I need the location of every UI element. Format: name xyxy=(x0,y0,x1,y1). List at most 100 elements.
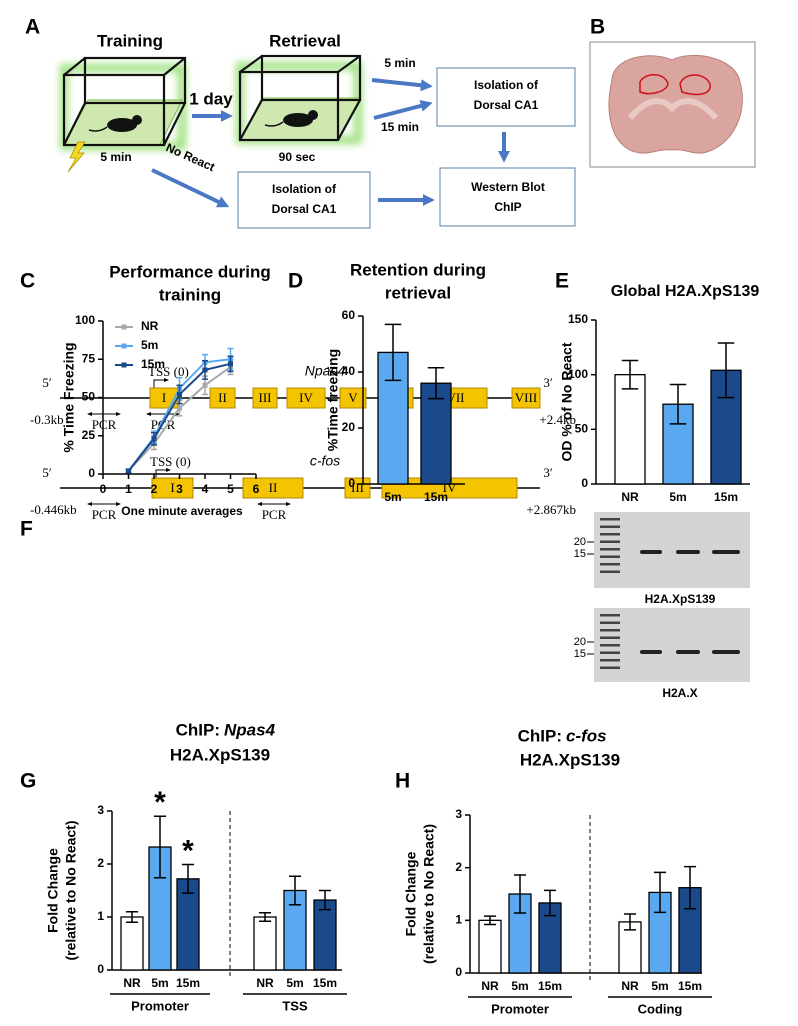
band xyxy=(640,650,662,654)
exon xyxy=(151,477,194,499)
label: Western Blot xyxy=(471,180,545,194)
start-coordinate: -0.3kb xyxy=(30,412,64,427)
band xyxy=(712,550,740,554)
band xyxy=(712,650,740,654)
y-tick-label: 60 xyxy=(342,308,356,322)
y-tick-label: 50 xyxy=(82,390,96,404)
x-tick-label: 2 xyxy=(151,482,158,496)
error-bar xyxy=(621,359,639,390)
ladder-band xyxy=(600,548,620,551)
panel-letter: F xyxy=(20,518,33,541)
label: 90 sec xyxy=(279,150,316,164)
chart-subtitle: H2A.XpS139 xyxy=(170,745,270,764)
label: ChIP xyxy=(494,200,521,214)
y-tick-label: 2 xyxy=(455,860,462,874)
panel-letter: B xyxy=(590,16,605,39)
significance: * xyxy=(182,834,194,867)
label: 15 min xyxy=(381,120,419,134)
cage xyxy=(60,56,187,150)
exon xyxy=(252,387,278,409)
bar xyxy=(420,382,452,485)
schematic: Training Retrieval 1 day 5 min 90 sec No… xyxy=(60,31,576,229)
y-axis-label: (relative to No React) xyxy=(63,820,79,960)
exon-label: III xyxy=(259,390,272,405)
exon xyxy=(286,387,326,409)
three-prime: 3′ xyxy=(543,375,553,390)
gene-name: c-fos xyxy=(310,453,340,469)
exon-label: VIII xyxy=(515,390,537,405)
panel-letter: H xyxy=(395,770,410,793)
label: 5 min xyxy=(100,150,131,164)
y-tick-label: 0 xyxy=(97,962,104,976)
arrow xyxy=(371,78,433,92)
significance: * xyxy=(154,786,166,819)
ladder-band xyxy=(600,614,620,617)
x-tick-label: 15m xyxy=(678,979,702,993)
ladder-band xyxy=(600,651,620,654)
error-bar xyxy=(181,863,195,894)
x-tick-label: 1 xyxy=(125,482,132,496)
error-bar xyxy=(653,871,667,914)
five-prime: 5′ xyxy=(42,375,52,390)
legend-marker xyxy=(121,362,127,368)
group-label: Promoter xyxy=(131,998,189,1013)
bar xyxy=(120,916,144,971)
x-tick-label: 5m xyxy=(669,490,686,504)
chart-title: Performance during xyxy=(109,262,271,281)
error-bar xyxy=(258,912,272,922)
x-tick-label: 5m xyxy=(511,979,528,993)
y-tick-label: 20 xyxy=(342,420,356,434)
x-tick-label: 5m xyxy=(384,490,401,504)
label: No React xyxy=(164,140,217,174)
x-tick-label: 15m xyxy=(538,979,562,993)
box xyxy=(439,167,576,227)
tss-arrow xyxy=(155,468,171,478)
ladder-band xyxy=(600,570,620,573)
error-bar xyxy=(153,815,167,879)
legend-label: 15m xyxy=(141,357,165,371)
exon-label: I xyxy=(162,390,166,405)
y-tick-label: 0 xyxy=(581,476,588,490)
y-tick-label: 0 xyxy=(455,965,462,979)
y-axis-label: Fold Change xyxy=(403,851,419,936)
x-tick-label: 15m xyxy=(176,976,200,990)
y-tick-label: 3 xyxy=(97,803,104,817)
label: Training xyxy=(97,31,163,50)
point xyxy=(202,382,208,388)
marker-label: 20 xyxy=(574,636,586,648)
x-tick-label: NR xyxy=(481,979,499,993)
arrow xyxy=(151,168,230,208)
exon-label: II xyxy=(218,390,227,405)
y-axis-label: OD % of No React xyxy=(559,342,575,461)
start-coordinate: -0.446kb xyxy=(30,502,77,517)
label: Isolation of xyxy=(272,182,337,196)
panel-letter: A xyxy=(25,16,40,39)
bar xyxy=(253,916,277,971)
error-bar xyxy=(669,383,687,425)
ladder-band xyxy=(600,540,620,543)
band xyxy=(640,550,662,554)
x-tick-label: 4 xyxy=(202,482,209,496)
ladder-band xyxy=(600,518,620,521)
point xyxy=(228,361,233,367)
ladder-band xyxy=(600,533,620,536)
point xyxy=(202,367,208,373)
gene-name: Npas4 xyxy=(305,363,346,379)
ladder-band xyxy=(600,666,620,669)
end-coordinate: +2.4kb xyxy=(539,412,576,427)
pcr-label: PCR xyxy=(92,507,117,522)
y-tick-label: 40 xyxy=(342,364,356,378)
ladder-band xyxy=(600,525,620,528)
exon xyxy=(511,387,541,409)
error-bar xyxy=(288,875,302,906)
error-bar xyxy=(513,874,527,914)
y-tick-label: 0 xyxy=(88,466,95,480)
point xyxy=(177,405,182,411)
box xyxy=(436,67,576,127)
cage xyxy=(236,54,362,144)
error-bar xyxy=(623,913,637,931)
panel-letter: G xyxy=(20,770,36,793)
x-tick-label: NR xyxy=(621,490,639,504)
